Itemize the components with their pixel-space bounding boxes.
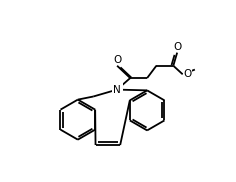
Text: N: N	[113, 85, 121, 95]
Text: O: O	[183, 69, 192, 79]
Text: O: O	[113, 55, 121, 65]
Text: O: O	[173, 42, 181, 52]
